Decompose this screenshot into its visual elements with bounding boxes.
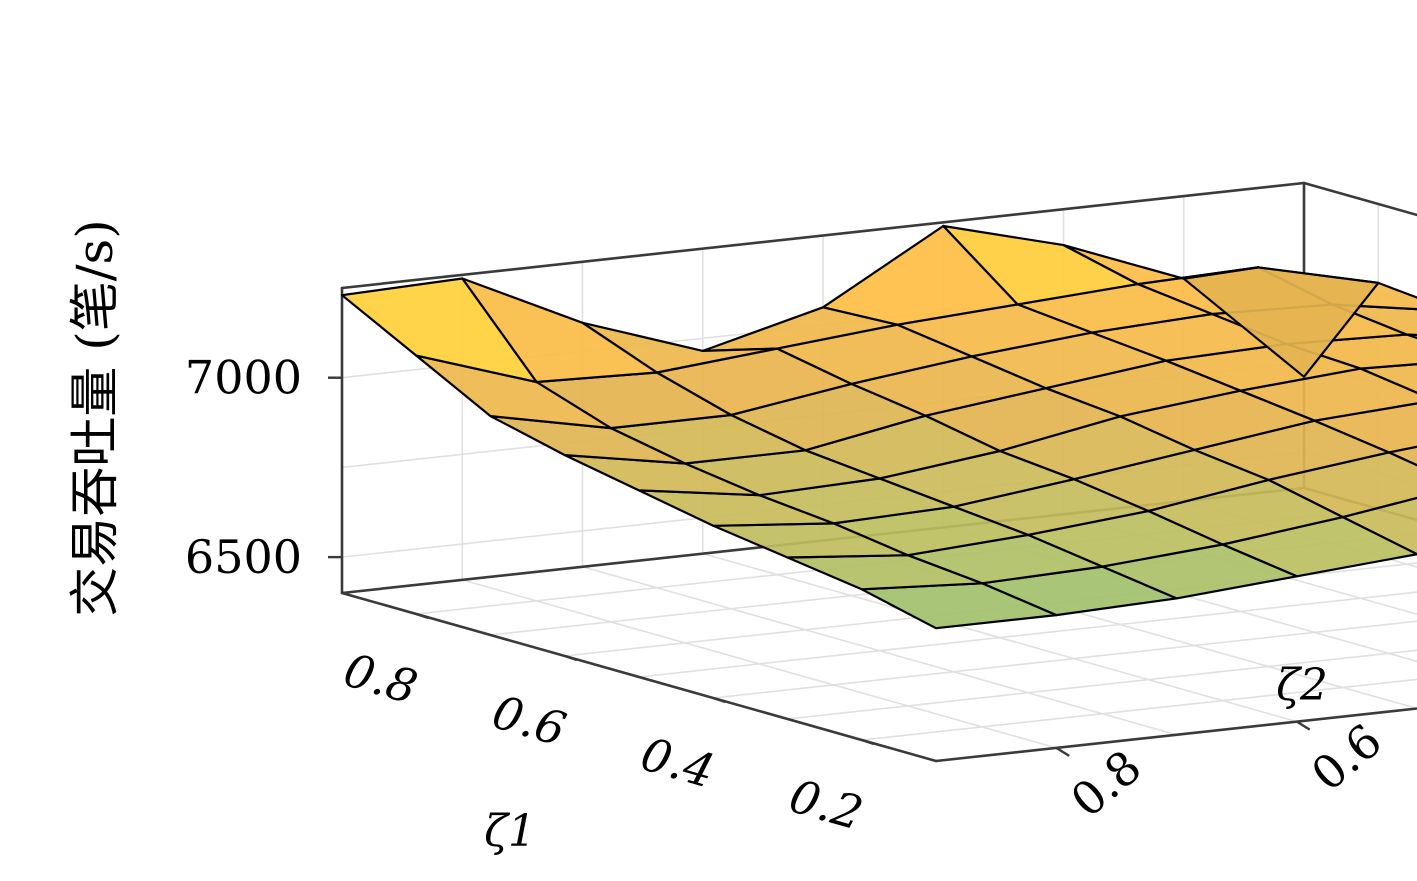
z-tick-label: 7000 xyxy=(185,351,302,405)
x-tick-label: 0.8 xyxy=(338,643,423,715)
x-axis-title: ζ1 xyxy=(484,806,536,857)
z-tick-label: 6500 xyxy=(185,530,302,584)
y-tick xyxy=(1297,722,1310,730)
y-tick-label: 0.6 xyxy=(1301,713,1392,801)
y-tick-label: 0.8 xyxy=(1061,739,1152,827)
y-tick xyxy=(1056,748,1069,756)
x-tick-label: 0.2 xyxy=(784,769,869,841)
z-axis-title: 交易吞吐量 (笔/s) xyxy=(66,219,124,616)
x-tick-label: 0.6 xyxy=(487,685,572,757)
y-axis-title: ζ2 xyxy=(1276,660,1328,711)
x-tick-label: 0.4 xyxy=(635,727,720,799)
